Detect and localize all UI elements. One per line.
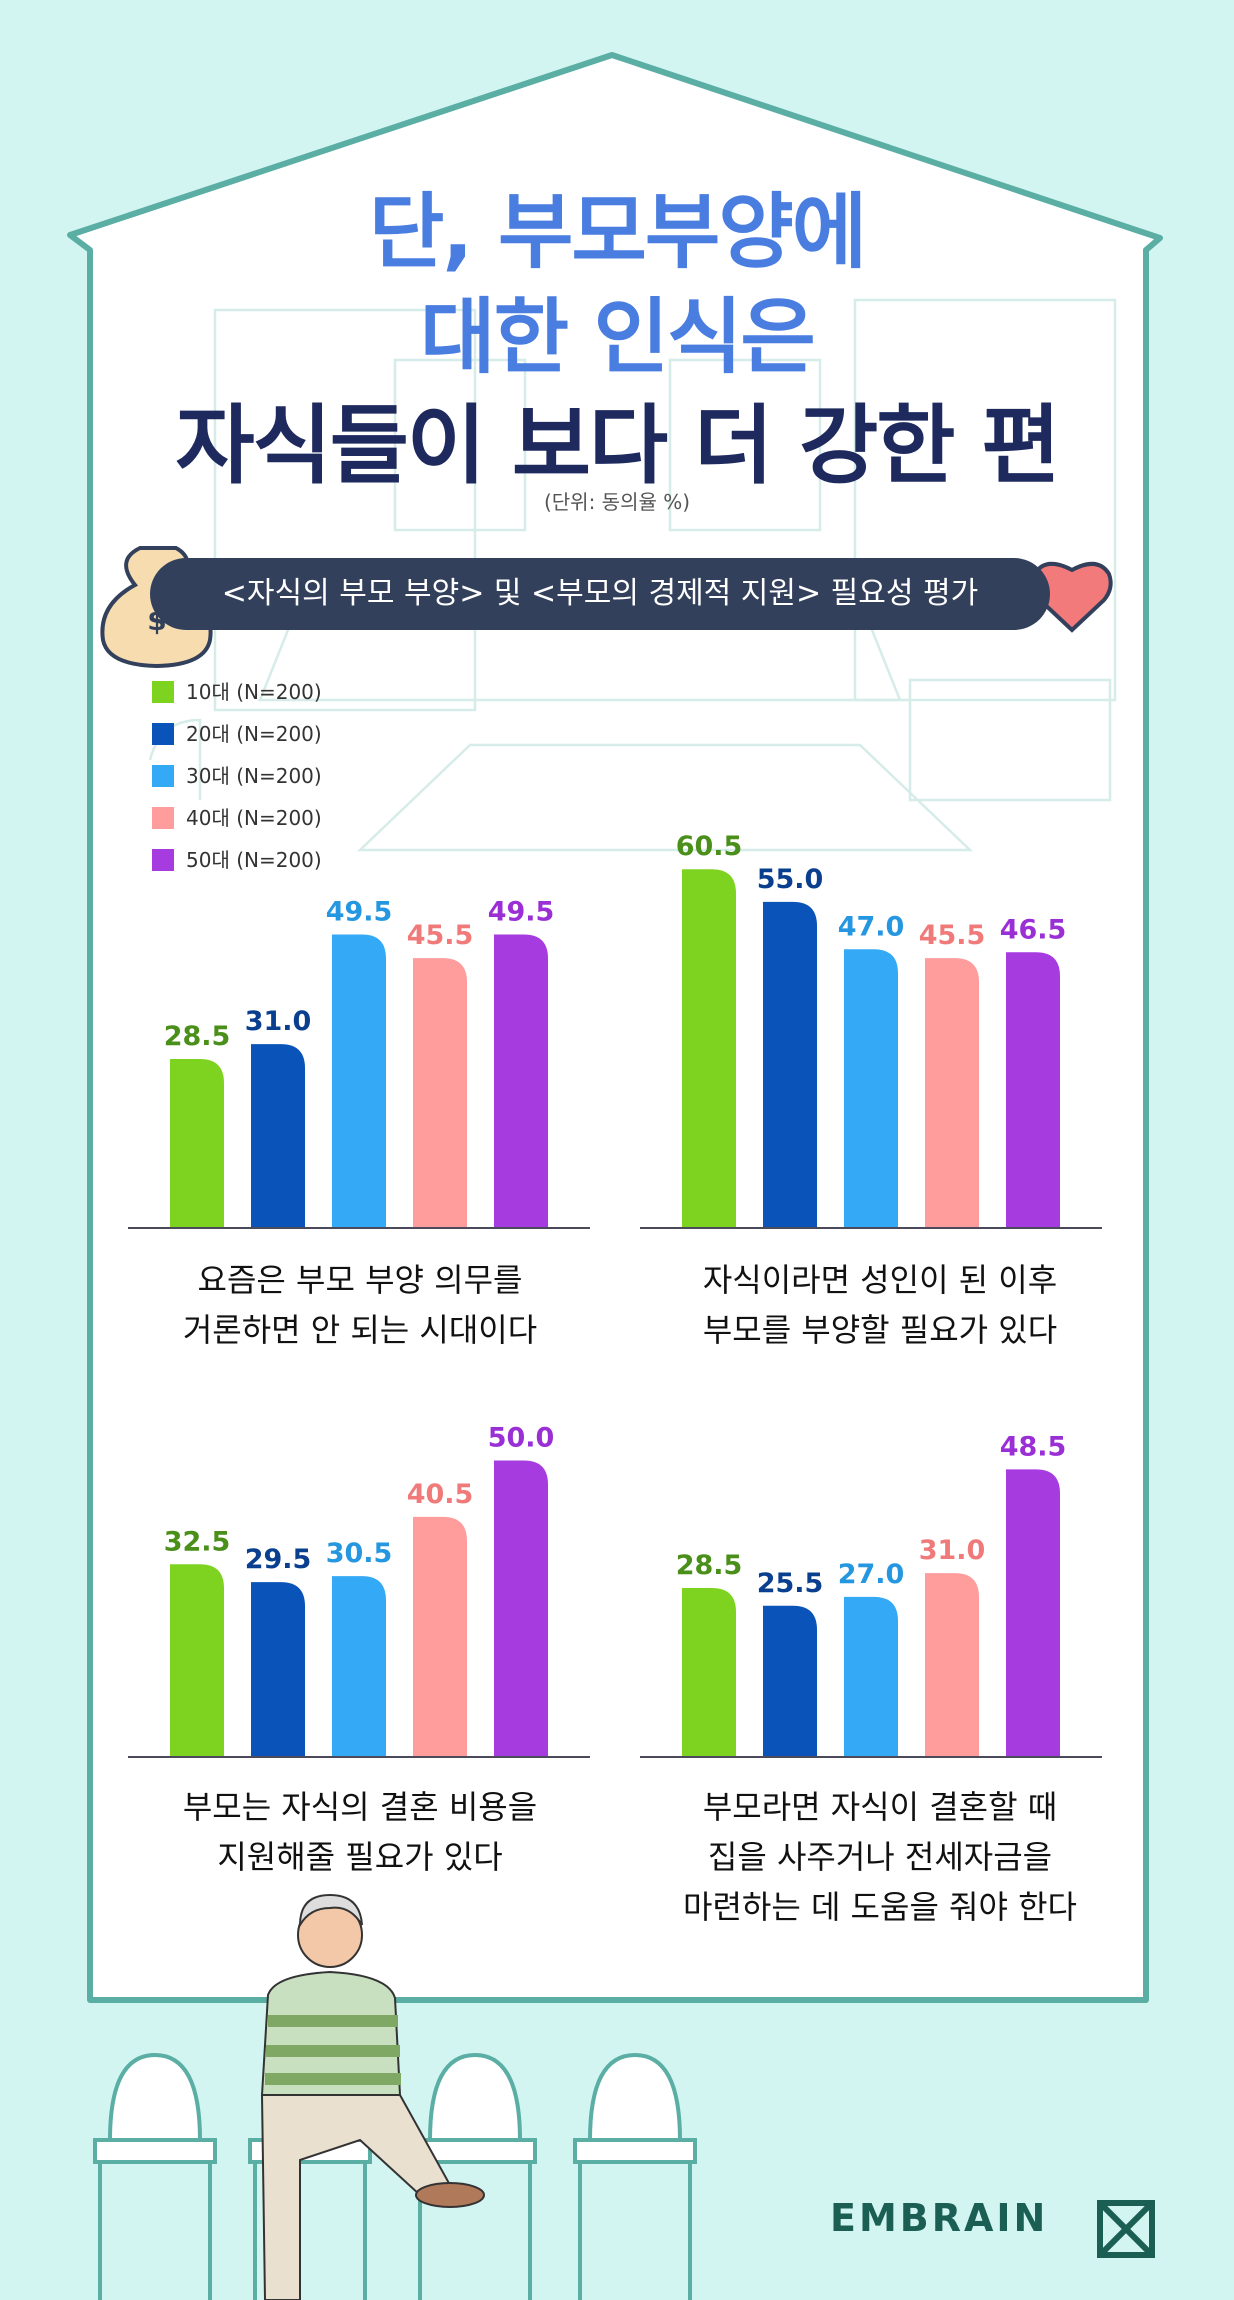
chart-3-caption: 부모는 자식의 결혼 비용을 지원해줄 필요가 있다 [120, 1782, 600, 1882]
chart-1-caption: 요즘은 부모 부양 의무를 거론하면 안 되는 시대이다 [120, 1255, 600, 1355]
bar [170, 1564, 224, 1757]
data-label: 32.5 [164, 1526, 231, 1557]
elderly-man-illustration [260, 1893, 485, 2300]
chart-4: 28.5 25.5 27.0 31.0 48.5 [640, 1431, 1102, 1758]
legend-swatch [152, 723, 174, 745]
caption-line: 부모라면 자식이 결혼할 때 [702, 1788, 1058, 1826]
caption-line: 집을 사주거나 전세자금을 [707, 1838, 1053, 1876]
data-label: 40.5 [407, 1479, 474, 1510]
legend-label: 20대 (N=200) [186, 722, 322, 746]
title-line-2: 대한 인식은 [420, 290, 816, 385]
caption-line: 부모를 부양할 필요가 있다 [702, 1311, 1058, 1349]
house-outline [67, 52, 1163, 2003]
bar [332, 934, 386, 1228]
data-label: 31.0 [919, 1535, 986, 1566]
data-label: 45.5 [407, 920, 474, 951]
legend-label: 30대 (N=200) [186, 764, 322, 788]
chart-1: 28.5 31.0 49.5 45.5 49.5 [128, 896, 590, 1229]
chart-2-caption: 자식이라면 성인이 된 이후 부모를 부양할 필요가 있다 [640, 1255, 1120, 1355]
data-label: 48.5 [1000, 1431, 1067, 1462]
data-label: 46.5 [1000, 914, 1067, 945]
unit-note: (단위: 동의율 %) [543, 490, 691, 514]
section-banner-text: <자식의 부모 부양> 및 <부모의 경제적 지원> 필요성 평가 [221, 576, 979, 611]
data-label: 55.0 [757, 864, 824, 895]
bar [682, 1587, 736, 1757]
data-label: 28.5 [164, 1021, 231, 1052]
caption-line: 부모는 자식의 결혼 비용을 [182, 1788, 538, 1826]
bar [251, 1044, 305, 1228]
data-label: 47.0 [838, 911, 905, 942]
legend-swatch [152, 807, 174, 829]
bar [1006, 952, 1060, 1228]
bar [682, 869, 736, 1228]
legend-label: 50대 (N=200) [186, 848, 322, 872]
legend-label: 10대 (N=200) [186, 680, 322, 704]
data-label: 49.5 [488, 896, 555, 927]
embrain-logo-icon [1097, 2200, 1155, 2258]
data-label: 45.5 [919, 920, 986, 951]
bar [170, 1058, 224, 1228]
data-label: 31.0 [245, 1006, 312, 1037]
data-label: 50.0 [488, 1423, 555, 1454]
legend-label: 40대 (N=200) [186, 806, 322, 830]
title-line-1: 단, 부모부양에 [368, 185, 867, 280]
bar [251, 1582, 305, 1757]
bar [1006, 1469, 1060, 1757]
data-label: 27.0 [838, 1559, 905, 1590]
caption-line: 거론하면 안 되는 시대이다 [182, 1311, 538, 1349]
bar [413, 1516, 467, 1757]
bar [413, 958, 467, 1228]
data-label: 28.5 [676, 1550, 743, 1581]
caption-line: 요즘은 부모 부양 의무를 [197, 1261, 523, 1299]
chart-3: 32.5 29.5 30.5 40.5 50.0 [128, 1423, 590, 1758]
section-banner [150, 558, 1050, 630]
bar [494, 1460, 548, 1757]
bar [844, 949, 898, 1228]
data-label: 30.5 [326, 1538, 393, 1569]
data-label: 49.5 [326, 896, 393, 927]
caption-line: 자식이라면 성인이 된 이후 [702, 1261, 1058, 1299]
data-label: 25.5 [757, 1568, 824, 1599]
legend-swatch [152, 849, 174, 871]
bar [844, 1596, 898, 1757]
embrain-logo: EMBRAIN [830, 2196, 1049, 2240]
bar [332, 1576, 386, 1757]
title-line-3: 자식들이 보다 더 강한 편 [175, 396, 1061, 496]
data-label: 29.5 [245, 1544, 312, 1575]
caption-line: 마련하는 데 도움을 줘야 한다 [683, 1888, 1077, 1926]
data-label: 60.5 [676, 831, 743, 862]
chart-2: 60.5 55.0 47.0 45.5 46.5 [640, 831, 1102, 1229]
legend-swatch [152, 681, 174, 703]
caption-line: 지원해줄 필요가 있다 [217, 1838, 503, 1876]
chart-4-caption: 부모라면 자식이 결혼할 때 집을 사주거나 전세자금을 마련하는 데 도움을 … [640, 1782, 1120, 1932]
bar [925, 958, 979, 1228]
bar [763, 1605, 817, 1757]
bar [763, 901, 817, 1228]
bar [494, 934, 548, 1228]
bar [925, 1573, 979, 1757]
legend-swatch [152, 765, 174, 787]
